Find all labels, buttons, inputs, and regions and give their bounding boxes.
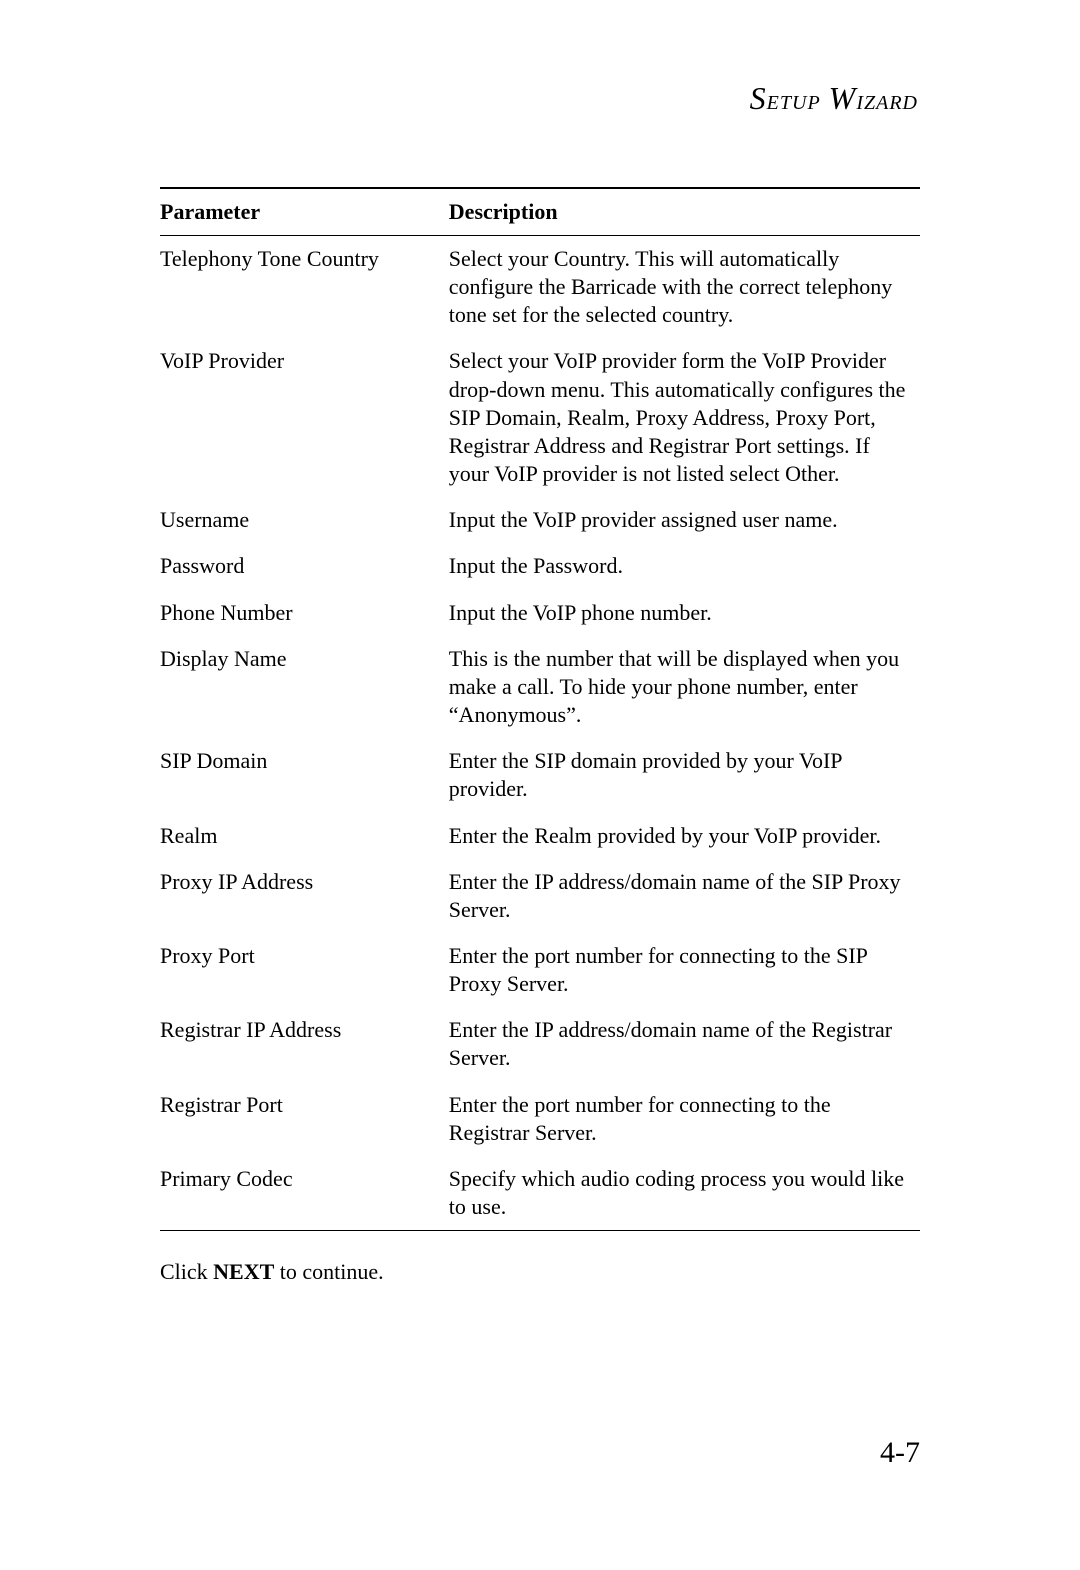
table-row: Telephony Tone CountrySelect your Countr… (160, 236, 920, 339)
parameter-cell: Password (160, 543, 449, 589)
table-row: VoIP ProviderSelect your VoIP provider f… (160, 338, 920, 497)
description-cell: Specify which audio coding process you w… (449, 1156, 920, 1231)
table-row: Proxy IP AddressEnter the IP address/dom… (160, 859, 920, 933)
table-row: Registrar IP AddressEnter the IP address… (160, 1007, 920, 1081)
table-body: Telephony Tone CountrySelect your Countr… (160, 236, 920, 1231)
description-cell: Input the VoIP provider assigned user na… (449, 497, 920, 543)
col-parameter: Parameter (160, 188, 449, 236)
parameter-cell: Registrar Port (160, 1082, 449, 1156)
page-header: Setup Wizard (160, 80, 920, 117)
header-text-2: izard (856, 85, 918, 116)
header-text-1: etup (767, 85, 821, 116)
table-row: SIP DomainEnter the SIP domain provided … (160, 738, 920, 812)
table-row: Primary CodecSpecify which audio coding … (160, 1156, 920, 1231)
parameter-cell: Proxy Port (160, 933, 449, 1007)
description-cell: Select your VoIP provider form the VoIP … (449, 338, 920, 497)
description-cell: This is the number that will be displaye… (449, 636, 920, 738)
instruction-suffix: to continue. (274, 1259, 383, 1284)
parameter-cell: Realm (160, 813, 449, 859)
table-row: Phone NumberInput the VoIP phone number. (160, 590, 920, 636)
instruction-bold: NEXT (213, 1259, 274, 1284)
parameter-cell: Username (160, 497, 449, 543)
parameter-cell: VoIP Provider (160, 338, 449, 497)
table-row: Proxy PortEnter the port number for conn… (160, 933, 920, 1007)
description-cell: Enter the port number for connecting to … (449, 1082, 920, 1156)
table-row: RealmEnter the Realm provided by your Vo… (160, 813, 920, 859)
parameter-cell: Registrar IP Address (160, 1007, 449, 1081)
description-cell: Enter the Realm provided by your VoIP pr… (449, 813, 920, 859)
parameters-table: Parameter Description Telephony Tone Cou… (160, 187, 920, 1231)
description-cell: Enter the IP address/domain name of the … (449, 859, 920, 933)
table-header-row: Parameter Description (160, 188, 920, 236)
table-row: Display NameThis is the number that will… (160, 636, 920, 738)
page-number: 4-7 (880, 1436, 920, 1470)
parameter-cell: Display Name (160, 636, 449, 738)
parameter-cell: Phone Number (160, 590, 449, 636)
description-cell: Enter the port number for connecting to … (449, 933, 920, 1007)
description-cell: Enter the IP address/domain name of the … (449, 1007, 920, 1081)
instruction-prefix: Click (160, 1259, 213, 1284)
table-row: PasswordInput the Password. (160, 543, 920, 589)
col-description: Description (449, 188, 920, 236)
table-row: Registrar PortEnter the port number for … (160, 1082, 920, 1156)
parameter-cell: Proxy IP Address (160, 859, 449, 933)
description-cell: Input the VoIP phone number. (449, 590, 920, 636)
instruction-text: Click NEXT to continue. (160, 1259, 920, 1285)
parameter-cell: Primary Codec (160, 1156, 449, 1231)
parameter-cell: SIP Domain (160, 738, 449, 812)
table-row: UsernameInput the VoIP provider assigned… (160, 497, 920, 543)
description-cell: Select your Country. This will automatic… (449, 236, 920, 339)
description-cell: Enter the SIP domain provided by your Vo… (449, 738, 920, 812)
parameter-cell: Telephony Tone Country (160, 236, 449, 339)
page: Setup Wizard Parameter Description Telep… (0, 0, 1080, 1570)
description-cell: Input the Password. (449, 543, 920, 589)
